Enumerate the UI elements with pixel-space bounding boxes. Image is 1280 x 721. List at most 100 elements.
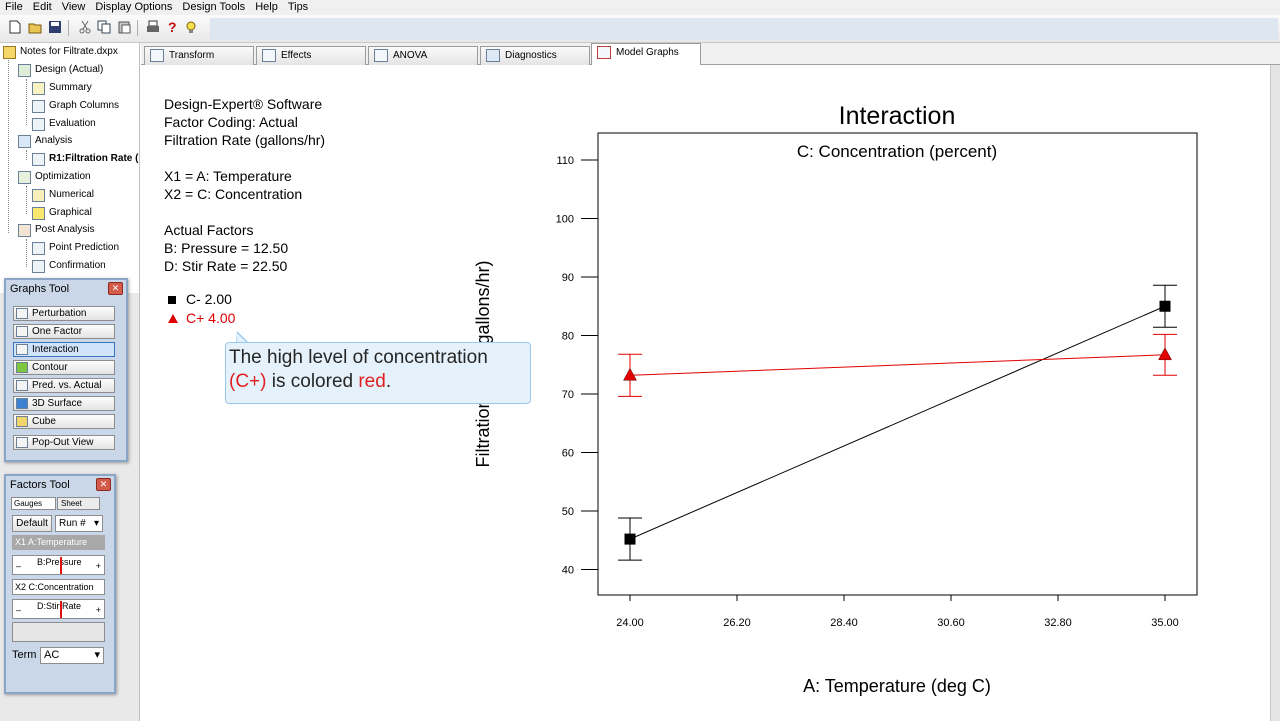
- info-software: Design-Expert® Software: [164, 96, 323, 112]
- y-tick-label: 90: [562, 272, 574, 284]
- chart-title: Interaction: [839, 102, 956, 130]
- chevron-down-icon: ▾: [94, 649, 100, 661]
- tree-item-point-prediction[interactable]: Point Prediction: [32, 240, 119, 256]
- y-tick-label: 110: [556, 155, 574, 167]
- tree-item-analysis[interactable]: Analysis: [18, 133, 72, 149]
- close-icon[interactable]: ✕: [108, 282, 123, 295]
- tree-item-post-analysis[interactable]: Post Analysis: [18, 222, 94, 238]
- tree-item-numerical[interactable]: Numerical: [32, 187, 94, 203]
- black-square-marker-icon: [168, 295, 176, 304]
- graphs-btn-contour[interactable]: Contour: [13, 360, 115, 375]
- data-point-triangle: [623, 367, 637, 381]
- graphs-btn-pred-vs-actual[interactable]: Pred. vs. Actual: [13, 378, 115, 393]
- menu-tips[interactable]: Tips: [287, 1, 309, 13]
- effects-icon: [262, 49, 276, 62]
- info-x2: X2 = C: Concentration: [164, 186, 303, 202]
- y-tick-label: 100: [556, 214, 574, 226]
- copy-icon[interactable]: [97, 20, 111, 34]
- factor-x1-temperature[interactable]: X1 A:Temperature: [12, 535, 105, 550]
- legend-item-low: C- 2.00: [168, 290, 235, 309]
- close-icon[interactable]: ✕: [96, 478, 111, 491]
- toolbar: ?: [0, 15, 1280, 43]
- tree-item-design[interactable]: Design (Actual): [18, 62, 103, 78]
- contour-icon: [16, 362, 28, 373]
- grid-icon: [18, 63, 31, 77]
- data-point-square: [624, 533, 636, 545]
- svg-text:?: ?: [168, 20, 177, 34]
- gauge-pressure[interactable]: – B:Pressure +: [12, 555, 105, 575]
- x-tick-label: 32.80: [1044, 617, 1072, 629]
- red-triangle-marker-icon: [168, 314, 178, 323]
- menu-help[interactable]: Help: [255, 1, 278, 13]
- term-select[interactable]: AC ▾: [40, 647, 104, 664]
- transform-icon: [150, 49, 164, 62]
- evaluation-icon: [32, 117, 45, 131]
- tab-gauges[interactable]: Gauges: [11, 497, 56, 510]
- data-point-triangle: [1158, 347, 1172, 361]
- design-tree: Notes for Filtrate.dxpx Design (Actual) …: [0, 43, 140, 293]
- tree-root[interactable]: Notes for Filtrate.dxpx: [3, 44, 118, 60]
- help-icon[interactable]: ?: [166, 19, 180, 35]
- graphs-btn-cube[interactable]: Cube: [13, 414, 115, 429]
- tree-item-response-filtration-rate[interactable]: R1:Filtration Rate (: [32, 151, 138, 167]
- chevron-down-icon: ▾: [93, 518, 99, 529]
- optimization-icon: [18, 170, 31, 184]
- right-scroll-strip: [1270, 65, 1280, 721]
- post-analysis-icon: [18, 223, 31, 237]
- term-label: Term: [12, 649, 37, 661]
- cut-icon[interactable]: [78, 20, 92, 34]
- graphs-btn-perturbation[interactable]: Perturbation: [13, 306, 115, 321]
- x-tick-label: 35.00: [1151, 617, 1179, 629]
- tip-lightbulb-icon[interactable]: [184, 20, 198, 34]
- graphs-btn-one-factor[interactable]: One Factor: [13, 324, 115, 339]
- tab-sheet[interactable]: Sheet: [57, 497, 100, 510]
- paste-icon[interactable]: [117, 20, 131, 34]
- graphs-btn-pop-out-view[interactable]: Pop-Out View: [13, 435, 115, 450]
- legend-item-high: C+ 4.00: [168, 309, 235, 328]
- menu-edit[interactable]: Edit: [32, 1, 52, 13]
- y-tick-label: 50: [562, 506, 574, 518]
- menu-design-tools[interactable]: Design Tools: [182, 1, 246, 13]
- tree-item-evaluation[interactable]: Evaluation: [32, 116, 96, 132]
- tree-root-label: Notes for Filtrate.dxpx: [20, 46, 118, 57]
- graphs-btn-3d-surface[interactable]: 3D Surface: [13, 396, 115, 411]
- gauge-empty: [12, 622, 105, 642]
- pressure-slider-handle[interactable]: [60, 557, 62, 574]
- menu-file[interactable]: File: [5, 1, 23, 13]
- factors-tool-window: Factors Tool ✕ Gauges Sheet Default Run …: [4, 474, 116, 694]
- tab-transform[interactable]: Transform: [144, 46, 254, 65]
- info-actual-factors: Actual Factors: [164, 222, 254, 238]
- analysis-icon: [18, 134, 31, 148]
- y-tick-label: 40: [562, 565, 574, 577]
- new-file-icon[interactable]: [8, 20, 22, 34]
- tree-item-confirmation[interactable]: Confirmation: [32, 258, 106, 274]
- one-factor-icon: [16, 326, 28, 337]
- tree-item-summary[interactable]: Summary: [32, 80, 92, 96]
- tab-anova[interactable]: ANOVA: [368, 46, 478, 65]
- factor-x2-concentration[interactable]: X2 C:Concentration: [12, 579, 105, 595]
- tab-effects[interactable]: Effects: [256, 46, 366, 65]
- default-button[interactable]: Default: [12, 515, 52, 532]
- tree-item-graph-columns[interactable]: Graph Columns: [32, 98, 119, 114]
- annotation-callout: The high level of concentration (C+) is …: [225, 342, 531, 404]
- model-graphs-icon: [597, 46, 611, 59]
- print-icon[interactable]: [146, 20, 160, 34]
- graphs-tool-title: Graphs Tool ✕: [6, 280, 126, 298]
- graphs-btn-interaction[interactable]: Interaction: [13, 342, 115, 357]
- open-folder-icon[interactable]: [28, 20, 42, 34]
- x-tick-label: 26.20: [723, 617, 751, 629]
- interaction-icon: [16, 344, 28, 355]
- menu-display-options[interactable]: Display Options: [95, 1, 173, 13]
- tree-item-graphical[interactable]: Graphical: [32, 205, 92, 221]
- tree-item-optimization[interactable]: Optimization: [18, 169, 91, 185]
- y-tick-label: 80: [562, 331, 574, 343]
- anova-icon: [374, 49, 388, 62]
- tab-model-graphs[interactable]: Model Graphs: [591, 43, 701, 66]
- save-icon[interactable]: [48, 20, 62, 34]
- tab-diagnostics[interactable]: Diagnostics: [480, 46, 590, 65]
- stir-rate-slider-handle[interactable]: [60, 601, 62, 618]
- gauge-stir-rate[interactable]: – D:Stir Rate +: [12, 599, 105, 619]
- run-select[interactable]: Run # ▾: [55, 515, 103, 532]
- menu-view[interactable]: View: [61, 1, 86, 13]
- cube-icon: [16, 416, 28, 427]
